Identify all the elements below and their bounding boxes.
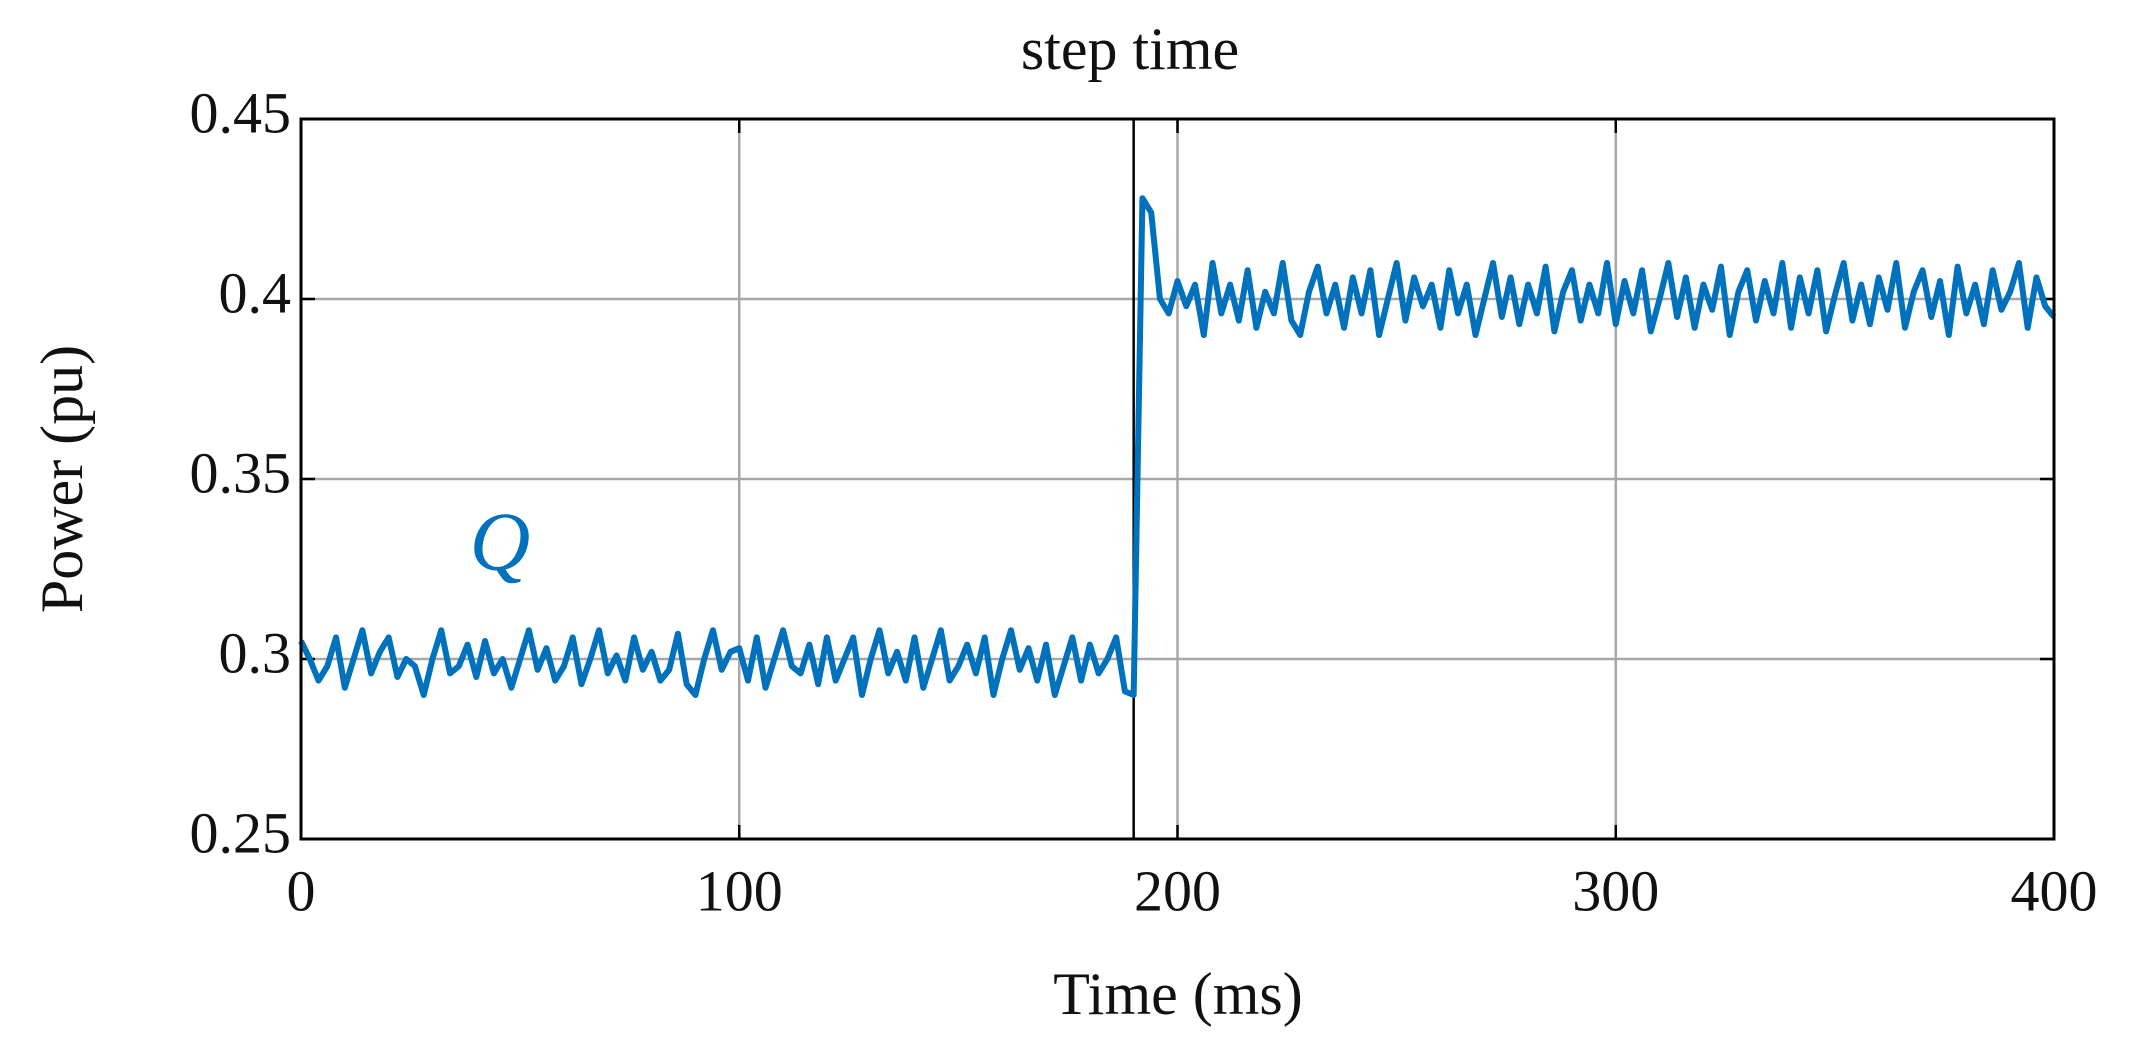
y-tick-label: 0.4 xyxy=(219,260,292,325)
x-tick-label: 300 xyxy=(1572,858,1659,923)
x-tick-label: 0 xyxy=(287,858,316,923)
x-tick-label: 100 xyxy=(696,858,783,923)
series-annotation: Q xyxy=(470,495,531,588)
data-line xyxy=(298,195,2057,698)
grid xyxy=(299,117,2056,841)
y-tick-label: 0.3 xyxy=(219,620,292,685)
x-tick-label: 200 xyxy=(1134,858,1221,923)
plot-frame xyxy=(299,117,2056,841)
y-tick-label: 0.35 xyxy=(190,440,292,505)
chart-title: step time xyxy=(1021,16,1239,82)
x-axis-label: Time (ms) xyxy=(1053,961,1303,1027)
plot xyxy=(298,195,2057,698)
y-tick-label: 0.45 xyxy=(190,80,292,145)
y-tick-label: 0.25 xyxy=(190,800,292,865)
x-tick-label: 400 xyxy=(2011,858,2098,923)
y-axis-label: Power (pu) xyxy=(29,345,95,613)
